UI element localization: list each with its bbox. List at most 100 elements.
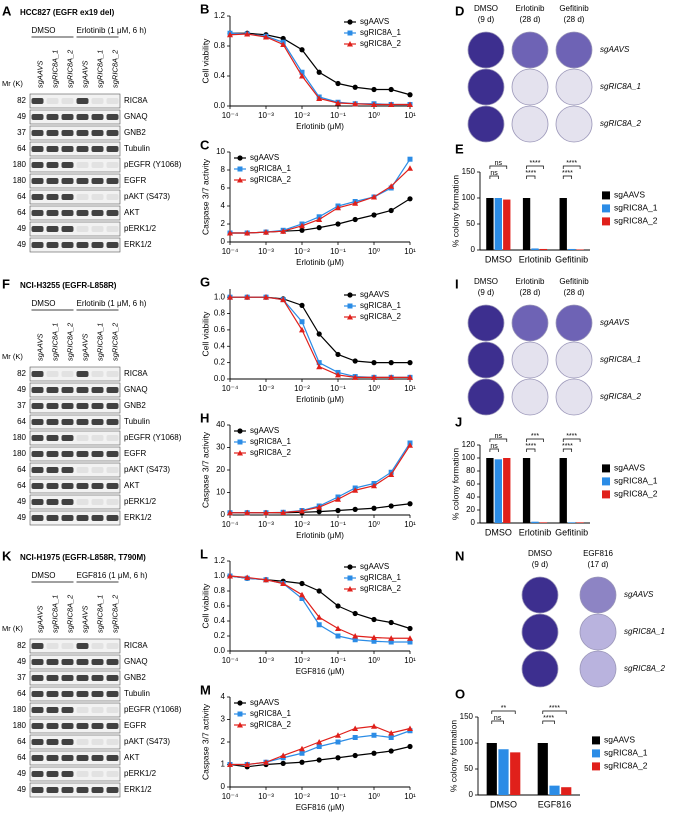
band [31, 515, 44, 521]
band [106, 483, 119, 489]
bar [503, 199, 511, 250]
significance-bracket [526, 448, 536, 452]
band [31, 130, 44, 136]
blot-strip [29, 157, 121, 173]
data-point [299, 222, 305, 229]
y-tick-label: 0.8 [214, 309, 226, 318]
band [106, 659, 119, 665]
x-tick-label: 10⁻³ [258, 111, 274, 120]
legend-marker [237, 450, 243, 456]
well [521, 650, 559, 688]
row-label: sgRIC8A_1 [600, 355, 641, 364]
column-header: (28 d) [520, 288, 541, 297]
data-point [316, 69, 322, 75]
data-point [371, 505, 377, 511]
mw-label: 64 [17, 144, 26, 153]
y-tick-label: 0 [221, 237, 226, 246]
significance-bracket [489, 175, 499, 179]
band [76, 515, 89, 521]
well [467, 31, 505, 69]
data-point [388, 207, 394, 214]
data-point [299, 750, 305, 756]
column-header: (28 d) [520, 15, 541, 24]
band [76, 419, 89, 425]
band [91, 451, 104, 457]
legend-swatch [602, 191, 610, 200]
data-point [316, 225, 322, 231]
data-point [227, 294, 233, 300]
data-point [316, 588, 322, 594]
mw-label: 64 [17, 753, 26, 762]
panel-letter: O [455, 686, 465, 701]
band [91, 419, 104, 425]
band [61, 451, 74, 457]
band [91, 723, 104, 729]
y-tick-label: 0.0 [214, 101, 226, 110]
y-tick-label: 20 [216, 465, 225, 474]
x-tick-label: 10⁻² [294, 384, 310, 393]
y-axis-label: % colony formation [450, 175, 460, 248]
data-point [335, 507, 341, 514]
significance-bracket [526, 438, 544, 442]
blot-row-label: RIC8A [124, 96, 148, 105]
band [76, 739, 89, 745]
band [91, 739, 104, 745]
x-tick-label: EGF816 [538, 799, 572, 809]
x-tick-label: 10⁻⁴ [222, 792, 239, 801]
band [46, 114, 59, 120]
blot-strip [29, 205, 121, 221]
legend-label: sgRIC8A_2 [604, 761, 648, 771]
mw-label: 64 [17, 737, 26, 746]
data-point [244, 230, 251, 236]
bar [549, 785, 560, 795]
blot-strip [29, 109, 121, 125]
band [46, 499, 59, 505]
data-point [299, 596, 305, 601]
x-tick-label: 10⁰ [368, 247, 380, 256]
band [31, 451, 44, 457]
legend-label: sgAAVS [360, 290, 389, 299]
group-label: DMSO [32, 299, 56, 308]
x-tick-label: 10⁻¹ [330, 247, 346, 256]
x-tick-label: 10¹ [404, 384, 416, 393]
y-tick-label: 1.0 [214, 571, 226, 580]
band [61, 114, 74, 120]
band [76, 691, 89, 697]
band [46, 755, 59, 761]
data-point [352, 610, 358, 617]
data-point [371, 101, 377, 107]
blot-strip [29, 366, 121, 382]
x-tick-label: 10⁻² [294, 111, 310, 120]
y-tick-label: 150 [460, 712, 474, 721]
band [106, 387, 119, 393]
band [106, 771, 119, 777]
band [91, 659, 104, 665]
bar [576, 249, 584, 250]
mw-label: 64 [17, 417, 26, 426]
data-point [227, 761, 233, 767]
band [76, 114, 89, 120]
x-tick-label: 10⁻¹ [330, 111, 346, 120]
significance-label: ns [494, 715, 502, 722]
x-tick-label: 10¹ [404, 111, 416, 120]
band [31, 226, 44, 232]
data-point [280, 228, 287, 234]
band [31, 387, 44, 393]
data-point [299, 302, 305, 308]
mw-label: 37 [17, 673, 26, 682]
data-point [316, 614, 323, 620]
y-tick-label: 4 [221, 692, 226, 701]
band [76, 675, 89, 681]
data-point [263, 576, 269, 583]
legend-label: sgRIC8A_2 [614, 216, 658, 226]
panel-letter: D [455, 3, 464, 18]
data-point [407, 725, 413, 731]
band [76, 707, 89, 713]
band [46, 98, 59, 104]
legend-swatch [602, 490, 610, 499]
x-axis-label: EGF816 (μM) [296, 667, 345, 676]
y-tick-label: 10 [216, 488, 225, 497]
band [91, 242, 104, 248]
band [46, 451, 59, 457]
data-point [388, 471, 395, 477]
